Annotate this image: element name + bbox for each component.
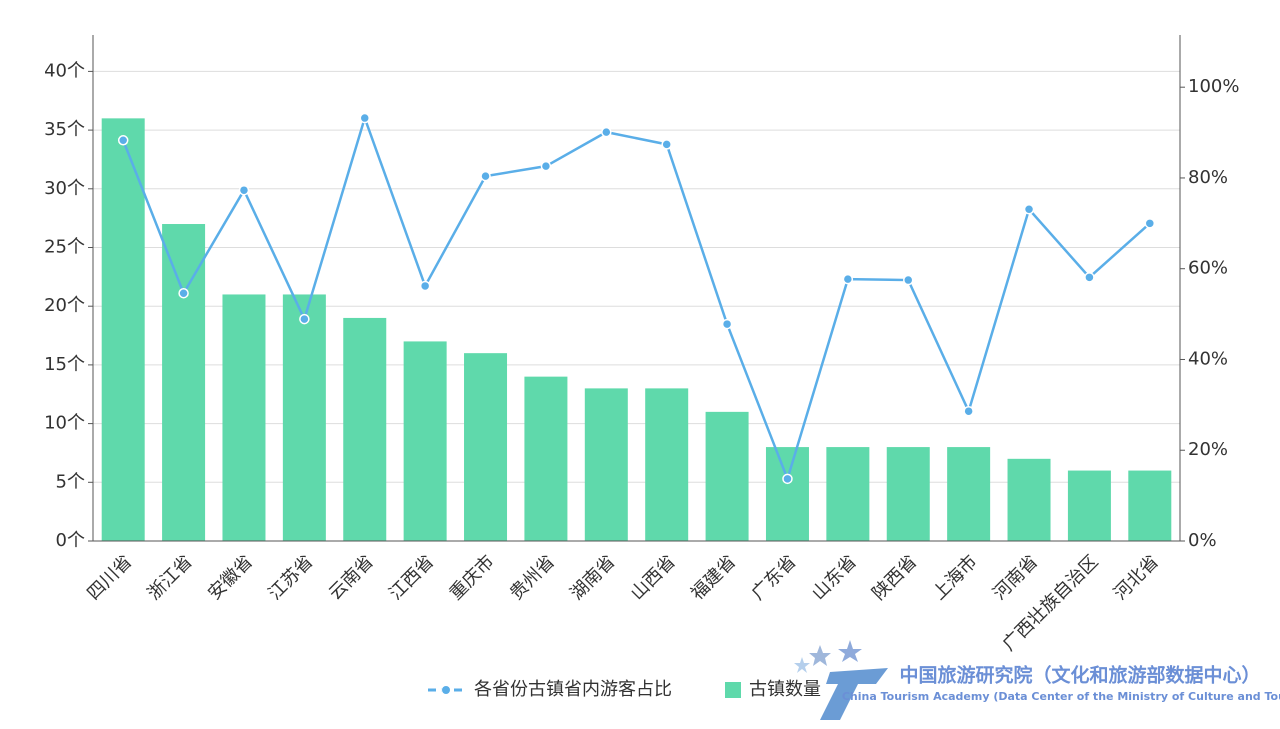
bar: [645, 388, 689, 541]
bar: [1067, 470, 1111, 541]
x-tick-label: 江苏省: [264, 551, 317, 604]
line-point: [903, 274, 914, 286]
watermark-title: 中国旅游研究院（文化和旅游部数据中心）: [899, 664, 1260, 687]
line-point: [178, 287, 189, 299]
x-tick-label: 浙江省: [144, 551, 197, 604]
x-tick-label: 福建省: [687, 551, 740, 604]
bar: [1007, 458, 1051, 541]
y2-tick-label: 60%: [1188, 258, 1228, 279]
watermark-subtitle: China Tourism Academy (Data Center of th…: [842, 690, 1280, 703]
legend-label[interactable]: 各省份古镇省内游客占比: [474, 679, 672, 700]
line-point: [238, 184, 250, 196]
bar: [162, 224, 206, 541]
x-tick-label: 陕西省: [868, 551, 921, 604]
bar: [886, 447, 930, 541]
x-tick-label: 河北省: [1110, 551, 1163, 604]
line-point: [299, 313, 310, 325]
x-tick-label: 山东省: [808, 551, 861, 604]
bar: [524, 376, 568, 541]
y-tick-label: 25个: [44, 236, 85, 257]
bar: [705, 411, 749, 541]
line-point: [419, 280, 431, 292]
y-tick-label: 5个: [56, 471, 85, 492]
legend-dot-icon: [441, 685, 451, 695]
x-tick-label: 上海市: [929, 551, 982, 604]
line-point: [661, 139, 672, 150]
line-point: [540, 160, 552, 172]
y2-tick-label: 80%: [1188, 167, 1228, 188]
x-tick-label: 山西省: [627, 551, 680, 604]
line-point: [1023, 204, 1035, 215]
line-point: [359, 112, 370, 124]
y2-tick-label: 40%: [1188, 348, 1228, 369]
x-tick-label: 安徽省: [204, 551, 257, 604]
watermark-logo: [794, 640, 888, 720]
x-tick-label: 湖南省: [566, 551, 619, 604]
line: [122, 114, 1151, 483]
y2-tick-label: 0%: [1188, 530, 1217, 551]
y-tick-label: 20个: [44, 295, 85, 316]
bar: [826, 447, 870, 541]
bar: [584, 388, 628, 541]
line-point: [480, 170, 491, 182]
line-point: [601, 126, 612, 138]
x-tick-label: 江西省: [385, 551, 438, 604]
line-point: [1144, 218, 1156, 229]
x-tick-label: 四川省: [83, 551, 136, 604]
y2-tick-label: 20%: [1188, 439, 1228, 460]
bar: [343, 317, 387, 541]
line-point: [1084, 272, 1095, 283]
bar: [403, 341, 447, 541]
x-tick-label: 广东省: [748, 551, 801, 604]
bar: [101, 118, 145, 542]
legend-label[interactable]: 古镇数量: [749, 679, 821, 700]
x-tick-label: 重庆市: [446, 551, 499, 604]
bar: [222, 294, 266, 541]
y-tick-label: 0个: [56, 530, 85, 551]
bar: [1128, 470, 1172, 541]
line-point: [963, 405, 974, 417]
legend-bar-icon: [725, 682, 741, 698]
y-tick-label: 30个: [44, 178, 85, 199]
y2-tick-label: 100%: [1188, 76, 1239, 97]
bar: [765, 447, 809, 541]
x-tick-label: 河南省: [989, 551, 1042, 604]
line-point: [782, 473, 793, 485]
y-tick-label: 40个: [44, 60, 85, 81]
line-point: [117, 135, 129, 146]
x-tick-label: 贵州省: [506, 551, 559, 604]
y-tick-label: 35个: [44, 119, 85, 140]
bar: [947, 447, 991, 541]
y-tick-label: 10个: [44, 413, 85, 434]
bar: [282, 294, 326, 541]
x-tick-label: 云南省: [325, 551, 378, 604]
line-point: [721, 318, 733, 330]
bar: [464, 353, 508, 541]
y-tick-label: 15个: [44, 354, 85, 375]
line-point: [842, 273, 854, 285]
